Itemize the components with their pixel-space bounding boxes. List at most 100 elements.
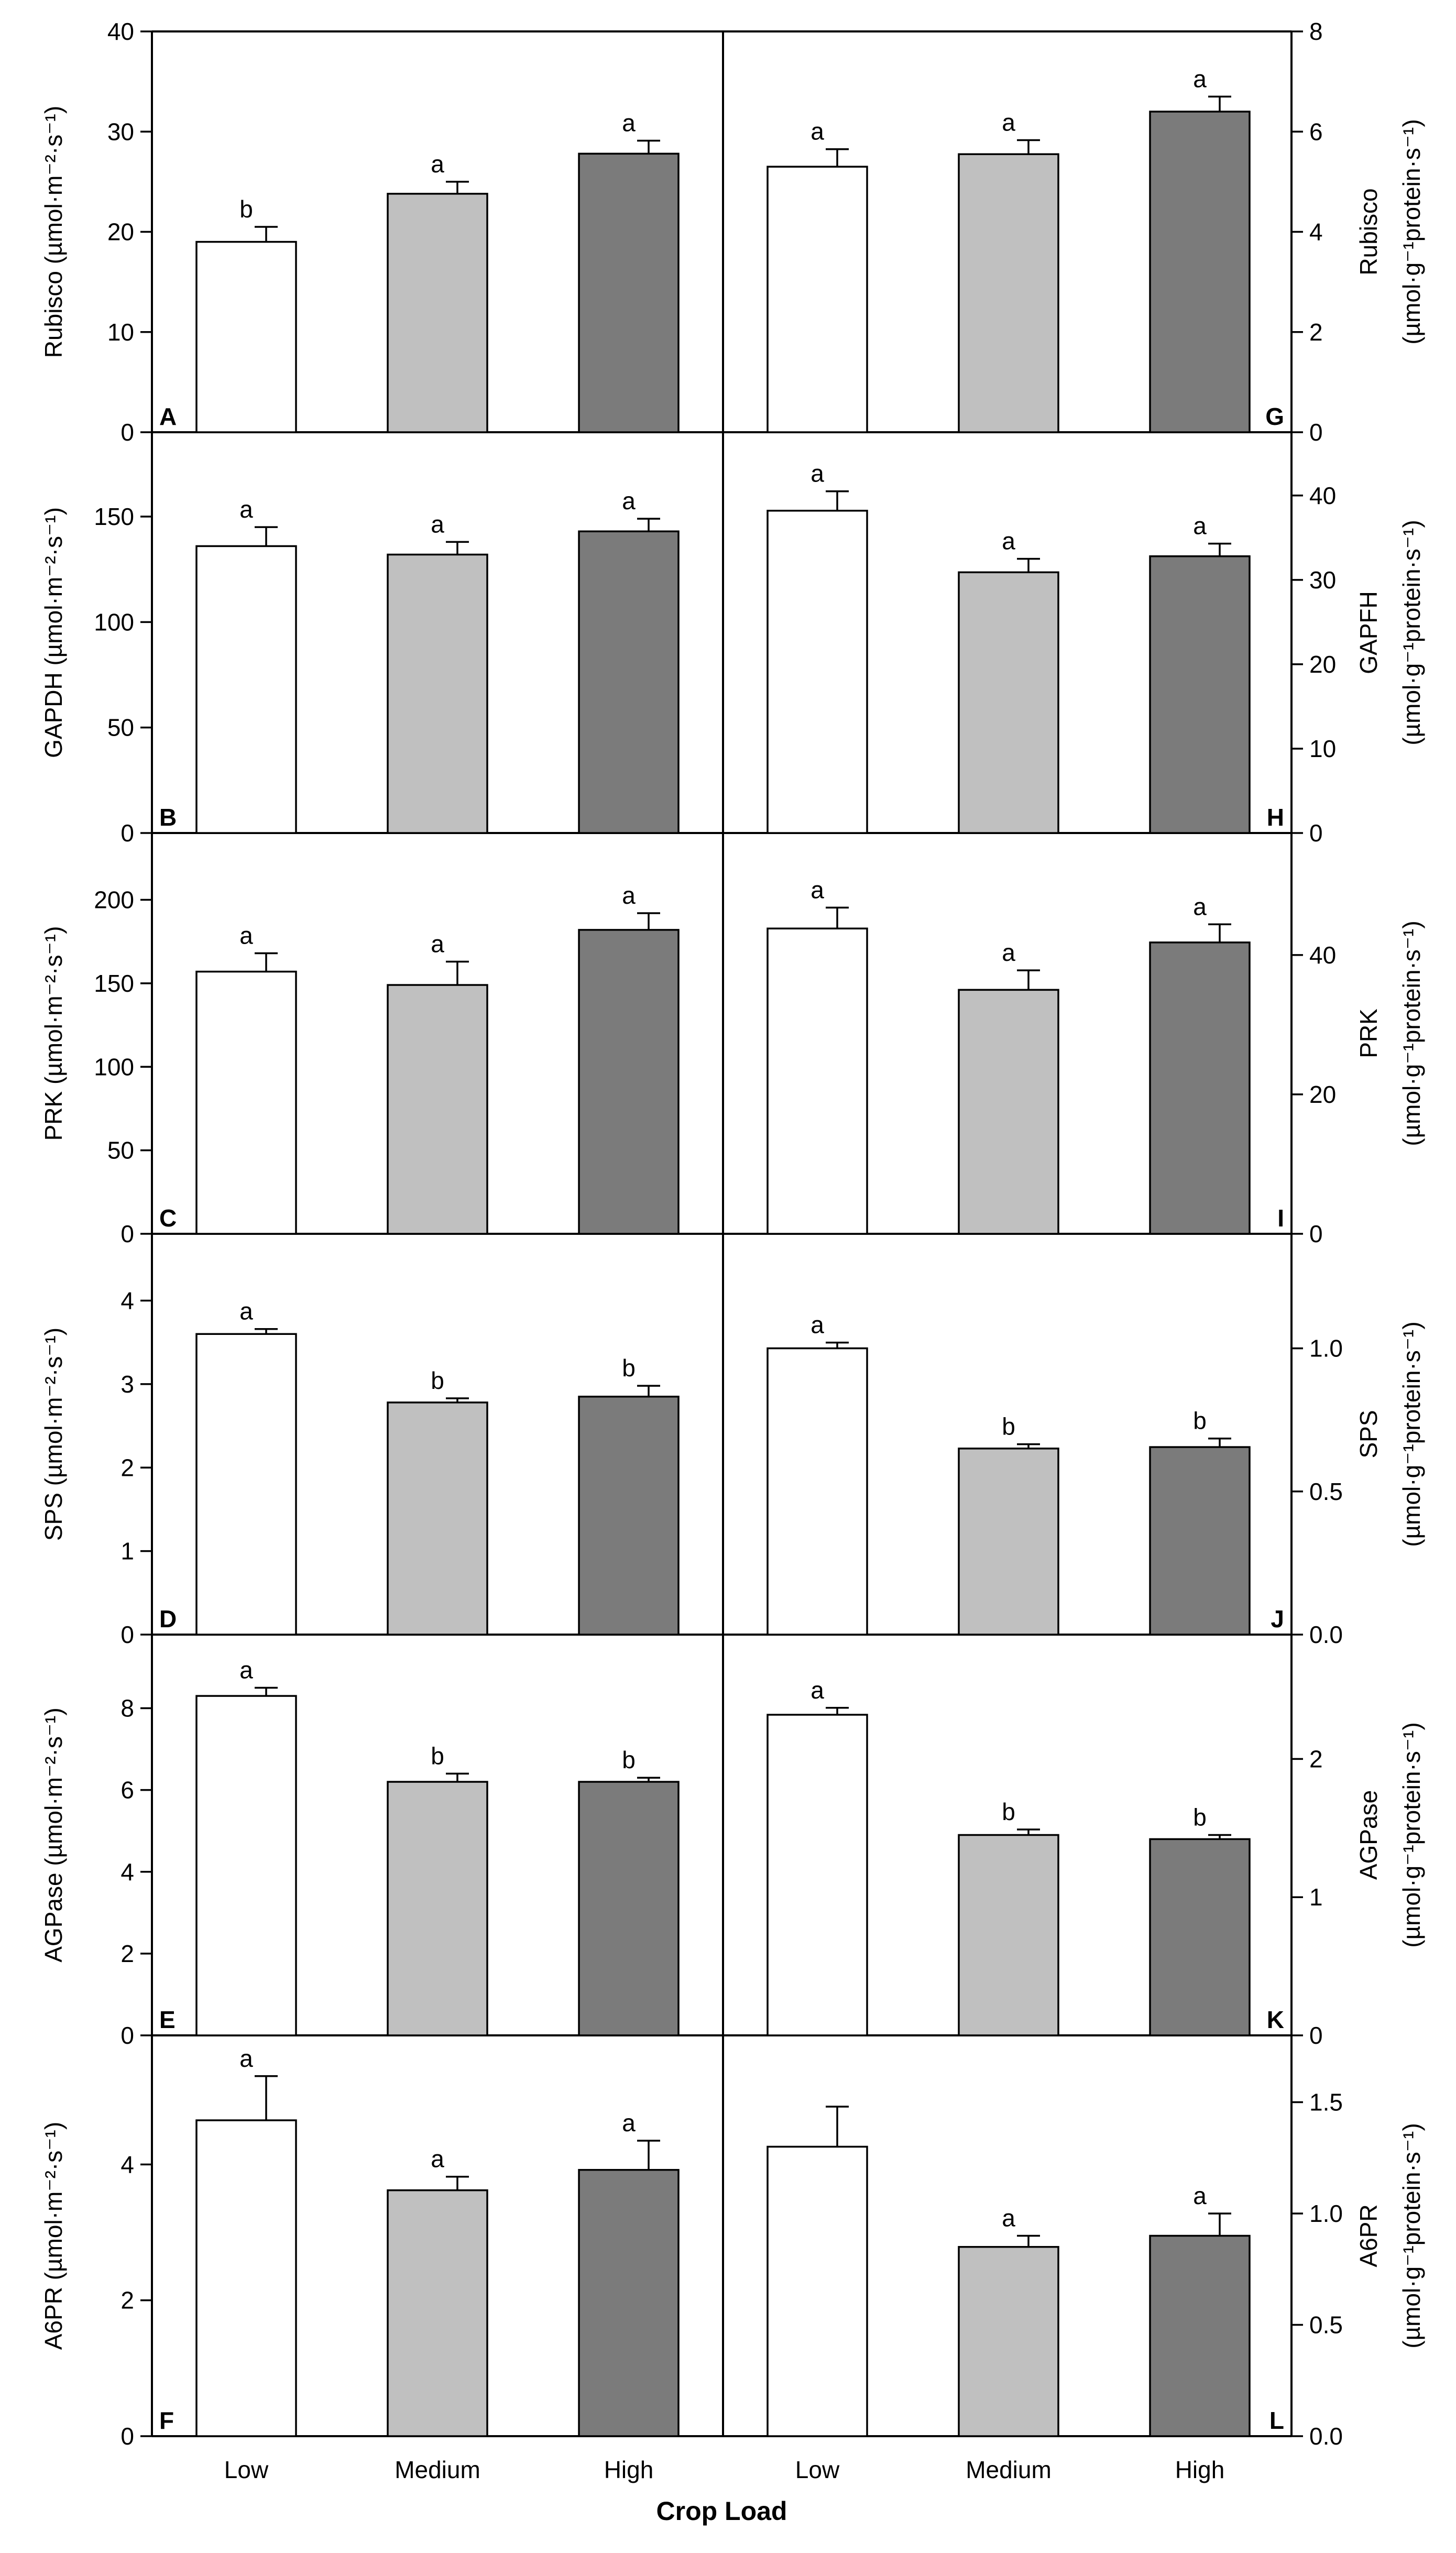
- x-category-label-right-low: Low: [795, 2456, 840, 2483]
- panel-e-bar-medium: [387, 1781, 488, 2036]
- panel-l-ytick-label: 0.0: [1309, 2423, 1343, 2450]
- panel-a-bar-medium: [387, 193, 488, 433]
- panel-f-ytick-label: 4: [121, 2151, 134, 2178]
- panel-h-sig-letter: a: [1193, 512, 1207, 540]
- panel-j-sig-letter: b: [1002, 1413, 1015, 1440]
- panel-g-sig-letter: a: [1193, 65, 1207, 92]
- panel-h-ytick-label: 40: [1309, 482, 1336, 509]
- panel-i-ytick-label: 0: [1309, 1220, 1323, 1247]
- panel-k-ytick-label: 0: [1309, 2022, 1323, 2049]
- panel-c-bar-medium: [387, 984, 488, 1235]
- panel-e-bar-high: [578, 1781, 680, 2036]
- panel-l-sig-letter: a: [1002, 2205, 1015, 2232]
- panel-e-ytick-label: 4: [121, 1858, 134, 1886]
- panel-l-ytick-label: 0.5: [1309, 2311, 1343, 2339]
- panel-k-sig-letter: a: [811, 1677, 824, 1704]
- panel-i-bar-medium: [958, 989, 1059, 1235]
- panel-k-ylabel-units: (µmol·g⁻¹protein·s⁻¹): [1398, 1722, 1425, 1947]
- panel-k-ytick-label: 2: [1309, 1745, 1323, 1772]
- panel-a-ytick-label: 10: [107, 319, 134, 346]
- panel-k-ylabel: AGPase: [1355, 1790, 1382, 1880]
- panel-j-bar-low: [767, 1347, 868, 1636]
- panel-g-ytick-label: 2: [1309, 319, 1323, 346]
- panel-c-ytick-label: 50: [107, 1137, 134, 1164]
- panel-a-sig-letter: b: [239, 195, 253, 223]
- panel-j-bar-medium: [958, 1448, 1059, 1636]
- panel-l-ytick-label: 1.0: [1309, 2200, 1343, 2227]
- panel-c-ytick-label: 0: [121, 1220, 134, 1247]
- panel-g-ytick-label: 8: [1309, 18, 1323, 45]
- panel-e-sig-letter: b: [431, 1742, 444, 1769]
- panel-l-ylabel-units: (µmol·g⁻¹protein·s⁻¹): [1398, 2123, 1425, 2348]
- panel-c-bar-high: [578, 929, 680, 1235]
- panel-e-ytick-label: 2: [121, 1940, 134, 1967]
- panel-c-sig-letter: a: [622, 882, 636, 909]
- panel-a-sig-letter: a: [622, 109, 636, 136]
- panel-h-bar-medium: [958, 571, 1059, 834]
- panel-b-bar-low: [195, 545, 297, 834]
- panel-k-sig-letter: b: [1193, 1804, 1207, 1831]
- panel-a-ytick-label: 20: [107, 218, 134, 246]
- panel-i-sig-letter: a: [1193, 893, 1207, 920]
- panel-a-bar-high: [578, 152, 680, 433]
- panel-k-label: K: [1267, 2006, 1284, 2033]
- panel-j-sig-letter: a: [811, 1311, 824, 1339]
- panel-g-ytick-label: 4: [1309, 218, 1323, 246]
- x-axis-title: Crop Load: [656, 2496, 787, 2526]
- panel-d-sig-letter: b: [622, 1354, 636, 1382]
- panel-f-ytick-label: 2: [121, 2287, 134, 2314]
- panel-b-ytick-label: 50: [107, 714, 134, 741]
- panel-g-bar-medium: [958, 153, 1059, 433]
- panel-d-ytick-label: 0: [121, 1621, 134, 1648]
- panel-d-ytick-label: 4: [121, 1287, 134, 1314]
- panel-g-label: G: [1265, 403, 1284, 430]
- panel-a-label: A: [159, 403, 177, 430]
- panel-k-bar-low: [767, 1714, 868, 2036]
- panel-g-bar-low: [767, 166, 868, 433]
- panel-b-ytick-label: 150: [94, 503, 134, 530]
- panel-a-ytick-label: 30: [107, 118, 134, 145]
- panel-f-bar-high: [578, 2168, 680, 2437]
- panel-e-ytick-label: 6: [121, 1777, 134, 1804]
- panel-e-sig-letter: a: [239, 1656, 253, 1683]
- panel-b-bar-medium: [387, 553, 488, 834]
- panel-h-sig-letter: a: [811, 460, 824, 487]
- panel-d-ytick-label: 2: [121, 1454, 134, 1481]
- panel-k-bar-medium: [958, 1834, 1059, 2036]
- panel-i-ytick-label: 40: [1309, 941, 1336, 969]
- panel-a-ytick-label: 40: [107, 18, 134, 45]
- panel-b-label: B: [159, 804, 177, 831]
- panel-i-sig-letter: a: [1002, 939, 1015, 966]
- panel-f-ylabel: A6PR (µmol·m⁻²·s⁻¹): [40, 2122, 67, 2350]
- panel-b-sig-letter: a: [431, 510, 444, 538]
- panel-e-ytick-label: 8: [121, 1695, 134, 1722]
- x-category-label-left-high: High: [604, 2456, 654, 2483]
- panel-l-ytick-label: 1.5: [1309, 2089, 1343, 2116]
- panel-d-sig-letter: a: [239, 1298, 253, 1325]
- panel-h-bar-low: [767, 510, 868, 834]
- panel-i-sig-letter: a: [811, 876, 824, 903]
- panel-b-sig-letter: a: [239, 496, 253, 523]
- panel-l-label: L: [1269, 2407, 1284, 2434]
- panel-j-ytick-label: 1.0: [1309, 1335, 1343, 1362]
- panel-k-bar-high: [1149, 1838, 1251, 2036]
- panel-l-bar-high: [1149, 2234, 1251, 2437]
- panel-h-label: H: [1267, 804, 1284, 831]
- panel-d-bar-medium: [387, 1401, 488, 1636]
- panel-j-sig-letter: b: [1193, 1407, 1207, 1434]
- panel-l-sig-letter: a: [1193, 2182, 1207, 2209]
- panel-k-ytick-label: 1: [1309, 1883, 1323, 1911]
- panel-c-bar-low: [195, 970, 297, 1235]
- panel-f-sig-letter: a: [622, 2109, 636, 2136]
- panel-c-sig-letter: a: [431, 930, 444, 957]
- panel-b-ylabel: GAPDH (µmol·m⁻²·s⁻¹): [40, 507, 67, 758]
- panel-d-ylabel: SPS (µmol·m⁻²·s⁻¹): [40, 1328, 67, 1541]
- panel-d-bar-low: [195, 1333, 297, 1636]
- panel-l-bar-medium: [958, 2246, 1059, 2437]
- panel-g-sig-letter: a: [811, 118, 824, 145]
- panel-i-ytick-label: 20: [1309, 1081, 1336, 1108]
- panel-f-bar-low: [195, 2119, 297, 2437]
- panel-g-bar-high: [1149, 111, 1251, 433]
